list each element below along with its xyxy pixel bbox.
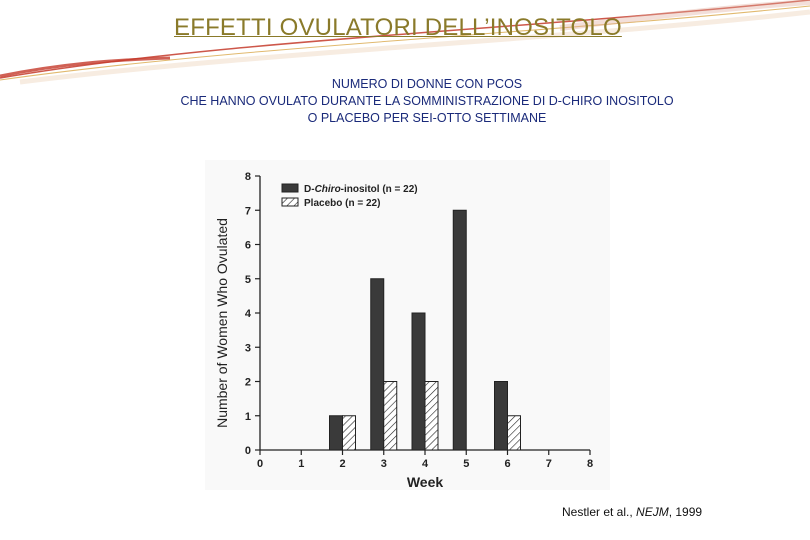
x-tick-label: 0 [257, 458, 263, 470]
legend-label-placebo: Placebo (n = 22) [304, 198, 380, 209]
y-tick-label: 1 [245, 411, 251, 423]
caption-line-1: NUMERO DI DONNE CON PCOS [331, 77, 523, 91]
legend-label-d-chiro-inositol: D-Chiro-inositol (n = 22) [304, 184, 418, 195]
bar-d-chiro-inositol [494, 381, 508, 451]
slide-title: EFFETTI OVULATORI DELL’INOSITOLO [174, 14, 622, 41]
y-tick-label: 0 [245, 445, 251, 457]
caption-line-3: O PLACEBO PER SEI-OTTO SETTIMANE [307, 111, 547, 125]
bar-placebo [424, 381, 439, 451]
x-tick-label: 1 [298, 458, 304, 470]
y-axis-label: Number of Women Who Ovulated [214, 218, 230, 428]
chart-background [205, 160, 610, 490]
bar-d-chiro-inositol [329, 415, 343, 451]
y-tick-label: 2 [245, 377, 251, 389]
chart-caption: NUMERO DI DONNE CON PCOS CHE HANNO OVULA… [0, 76, 810, 127]
y-tick-label: 4 [245, 308, 252, 320]
x-tick-label: 8 [587, 458, 593, 470]
citation-year: , 1999 [668, 505, 703, 519]
x-tick-label: 3 [381, 458, 387, 470]
x-tick-label: 6 [504, 458, 510, 470]
y-tick-label: 7 [245, 205, 251, 217]
bar-d-chiro-inositol [370, 278, 385, 451]
x-tick-label: 4 [422, 458, 429, 470]
bar-placebo [342, 415, 356, 451]
bar-d-chiro-inositol [452, 209, 467, 451]
y-tick-label: 6 [245, 240, 251, 252]
citation-authors: Nestler et al., [562, 505, 637, 519]
citation: Nestler et al., NEJM, 1999 [562, 505, 702, 519]
ovulation-bar-chart: 0 1 2 3 4 5 6 7 8 0 1 2 3 4 5 6 7 8 Week Number of Women Wh… [205, 160, 610, 490]
bar-d-chiro-inositol [411, 312, 426, 451]
x-axis-label: Week [407, 474, 444, 490]
y-tick-label: 3 [245, 342, 251, 354]
citation-journal: NEJM [636, 505, 669, 519]
caption-line-2: CHE HANNO OVULATO DURANTE LA SOMMINISTRA… [180, 94, 674, 108]
legend-swatch-placebo [281, 197, 299, 207]
x-tick-label: 7 [546, 458, 552, 470]
legend-swatch-d-chiro-inositol [281, 183, 299, 193]
x-tick-label: 2 [339, 458, 345, 470]
y-tick-label: 5 [245, 274, 251, 286]
x-tick-label: 5 [463, 458, 469, 470]
bar-placebo [383, 381, 398, 451]
y-tick-label: 8 [245, 171, 251, 183]
title-swoosh-decoration [0, 0, 810, 85]
bar-placebo [507, 415, 521, 451]
